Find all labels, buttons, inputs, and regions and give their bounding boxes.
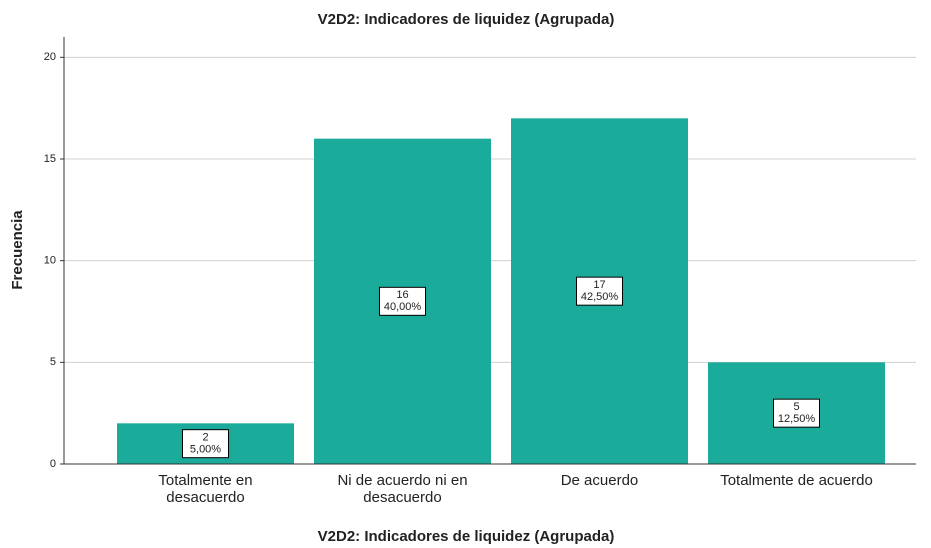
x-tick-label: De acuerdo xyxy=(560,472,639,489)
x-tick-label: Totalmente en desacuerdo xyxy=(158,472,253,506)
data-label-count: 5 xyxy=(793,401,799,413)
data-label-box xyxy=(379,286,426,316)
y-tick-label: 15 xyxy=(44,153,56,165)
y-axis-title: Frecuencia xyxy=(9,210,26,290)
y-tick-label: 20 xyxy=(44,51,56,63)
data-label-count: 2 xyxy=(202,432,208,444)
y-tick-label: 0 xyxy=(50,458,56,470)
x-axis-title: V2D2: Indicadores de liquidez (Agrupada) xyxy=(318,528,615,545)
data-label-count: 16 xyxy=(396,289,408,301)
chart-title: V2D2: Indicadores de liquidez (Agrupada) xyxy=(318,11,615,28)
data-label-percent: 12,50% xyxy=(778,413,816,425)
y-tick-label: 10 xyxy=(44,255,56,267)
y-tick-label: 5 xyxy=(50,356,56,368)
data-label-percent: 40,00% xyxy=(384,301,422,313)
data-label-percent: 42,50% xyxy=(581,291,619,303)
data-label-count: 17 xyxy=(593,279,605,291)
data-label-percent: 5,00% xyxy=(190,444,221,456)
data-label-box xyxy=(773,398,820,428)
data-label-box xyxy=(182,429,229,459)
x-tick-label: Ni de acuerdo ni en desacuerdo xyxy=(337,472,468,506)
x-tick-label: Totalmente de acuerdo xyxy=(720,472,873,489)
data-label-box xyxy=(576,276,623,306)
